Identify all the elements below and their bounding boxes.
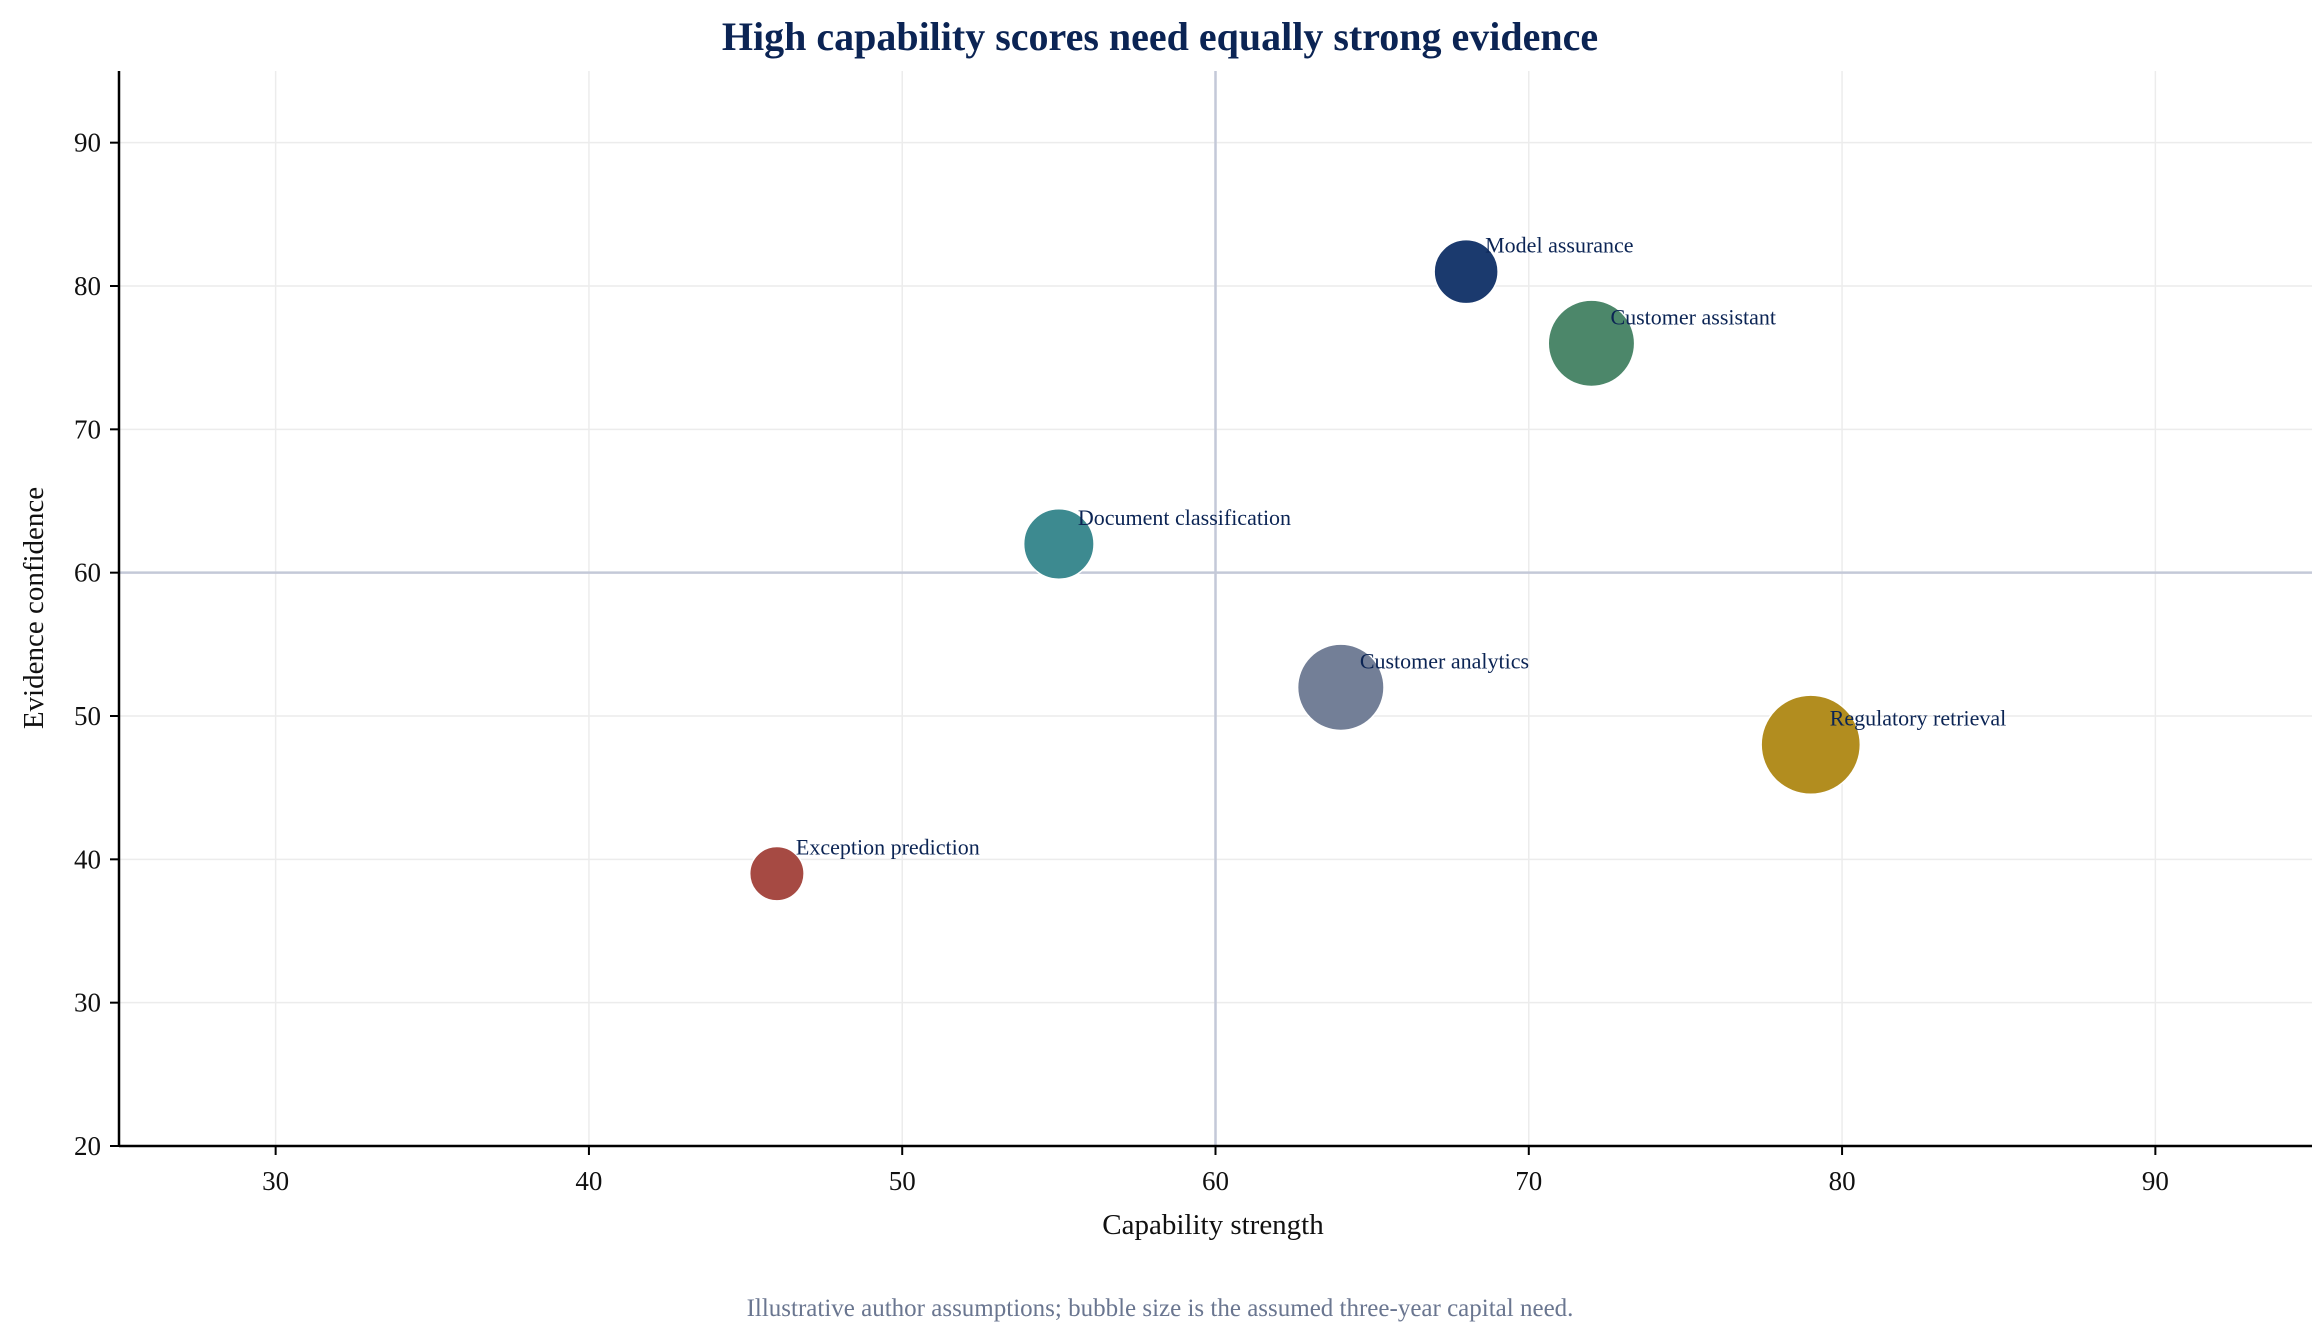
y-tick-label: 60 [74, 558, 101, 588]
y-tick-label: 20 [74, 1131, 101, 1161]
y-tick-label: 50 [74, 701, 101, 731]
x-tick-label: 50 [889, 1166, 916, 1196]
bubbles [748, 238, 1862, 902]
y-tick-label: 40 [74, 844, 101, 874]
bubble-customer-assistant [1547, 299, 1636, 388]
bubble-regulatory-retrieval [1760, 694, 1862, 796]
x-tick-label: 60 [1202, 1166, 1229, 1196]
bubble-label: Document classification [1078, 505, 1291, 530]
y-tick-label: 80 [74, 271, 101, 301]
footnote: Illustrative author assumptions; bubble … [747, 1295, 1574, 1322]
y-tick-label: 90 [74, 128, 101, 158]
x-tick-label: 90 [2142, 1166, 2169, 1196]
y-axis-label: Evidence confidence [18, 487, 50, 729]
x-tick-label: 40 [575, 1166, 602, 1196]
x-tick-label: 80 [1829, 1166, 1856, 1196]
reference-lines [119, 71, 2312, 1146]
chart-title: High capability scores need equally stro… [722, 14, 1598, 59]
bubble-label: Exception prediction [796, 835, 980, 860]
bubble-customer-analytics [1296, 643, 1385, 732]
axes: 30 40 50 60 70 80 90 20 30 40 50 60 70 80 90 [74, 71, 2312, 1196]
bubble-label: Customer assistant [1610, 304, 1776, 329]
bubble-exception-prediction [748, 845, 805, 902]
bubble-label: Customer analytics [1360, 648, 1529, 673]
bubble-label: Model assurance [1485, 233, 1633, 258]
x-tick-label: 30 [262, 1166, 289, 1196]
bubble-document-classification [1022, 508, 1095, 580]
bubble-model-assurance [1433, 238, 1499, 305]
bubble-label: Regulatory retrieval [1830, 706, 2007, 731]
y-tick-label: 70 [74, 414, 101, 444]
bubble-labels: Model assurance Customer assistant Documen… [796, 233, 2006, 860]
x-axis-label: Capability strength [1102, 1209, 1324, 1241]
x-tick-label: 70 [1515, 1166, 1542, 1196]
y-tick-label: 30 [74, 988, 101, 1018]
